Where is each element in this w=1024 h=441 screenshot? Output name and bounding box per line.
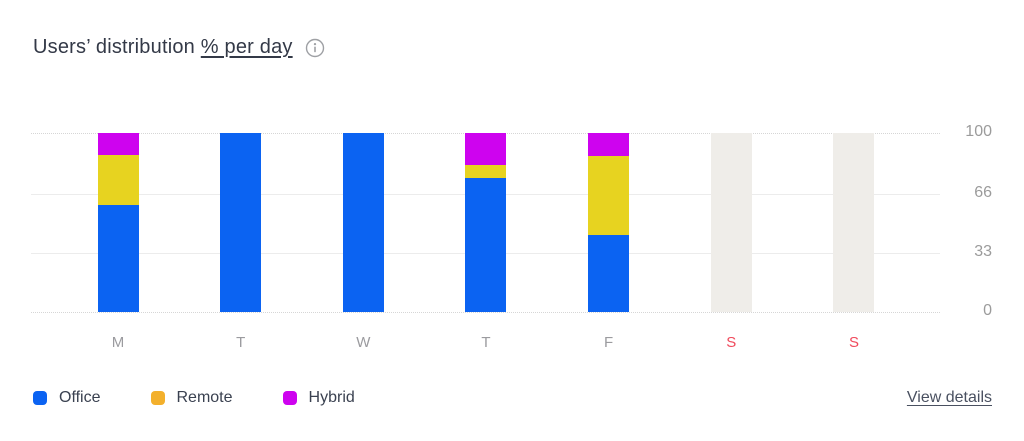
legend-swatch-office (33, 391, 47, 405)
x-axis-label-s6: S (848, 334, 859, 351)
legend-item-hybrid[interactable]: Hybrid (282, 389, 355, 407)
bar-column-f4[interactable] (588, 133, 630, 312)
y-axis-tick-66: 66 (974, 183, 992, 201)
bar-segment-office[interactable] (97, 204, 139, 312)
x-axis-label-t1: T (236, 334, 246, 351)
card-header: Users’ distribution % per day (33, 36, 325, 59)
view-details-link[interactable]: View details (906, 389, 992, 406)
x-axis-label-m0: M (111, 334, 125, 351)
bar-segment-hybrid[interactable] (465, 133, 507, 166)
bar-segment-office[interactable] (588, 235, 630, 312)
bar-segment-hybrid[interactable] (588, 133, 630, 157)
bar-weekend-placeholder (833, 133, 875, 312)
x-axis-label-s5: S (726, 334, 737, 351)
info-icon[interactable] (305, 38, 325, 58)
weekend-bar (710, 133, 752, 312)
legend-label-remote: Remote (176, 389, 233, 406)
legend-label-hybrid: Hybrid (308, 389, 355, 406)
bar-segment-remote[interactable] (97, 154, 139, 205)
bar-column-t1[interactable] (220, 133, 262, 312)
legend-swatch-hybrid (282, 391, 297, 405)
y-axis-tick-100: 100 (965, 123, 992, 140)
bar-segment-remote[interactable] (588, 156, 630, 236)
x-axis-label-t3: T (481, 334, 491, 351)
title-unit-toggle[interactable]: % per day (200, 36, 293, 58)
title-text: Users’ distribution (33, 36, 196, 58)
gridline-0 (31, 312, 940, 313)
legend-label-office: Office (59, 389, 101, 406)
x-axis-label-w2: W (356, 334, 371, 351)
bar-segment-hybrid[interactable] (97, 133, 139, 155)
weekend-bar (833, 133, 875, 312)
bar-column-w2[interactable] (342, 133, 384, 312)
y-axis-tick-0: 0 (983, 302, 992, 319)
legend-item-office[interactable]: Office (33, 389, 101, 407)
legend-swatch-remote (150, 391, 165, 405)
page-title: Users’ distribution % per day (33, 36, 293, 59)
y-axis-tick-33: 33 (974, 242, 992, 260)
bar-segment-remote[interactable] (465, 165, 507, 178)
bar-column-t3[interactable] (465, 133, 507, 312)
bar-weekend-placeholder (710, 133, 752, 312)
x-axis-label-f4: F (604, 334, 614, 351)
bar-segment-office[interactable] (465, 177, 507, 312)
bar-segment-office[interactable] (342, 133, 384, 312)
chart-legend: Office Remote Hybrid (33, 389, 355, 407)
legend-item-remote[interactable]: Remote (150, 389, 233, 407)
bar-column-m0[interactable] (97, 133, 139, 312)
bar-segment-office[interactable] (220, 133, 262, 312)
